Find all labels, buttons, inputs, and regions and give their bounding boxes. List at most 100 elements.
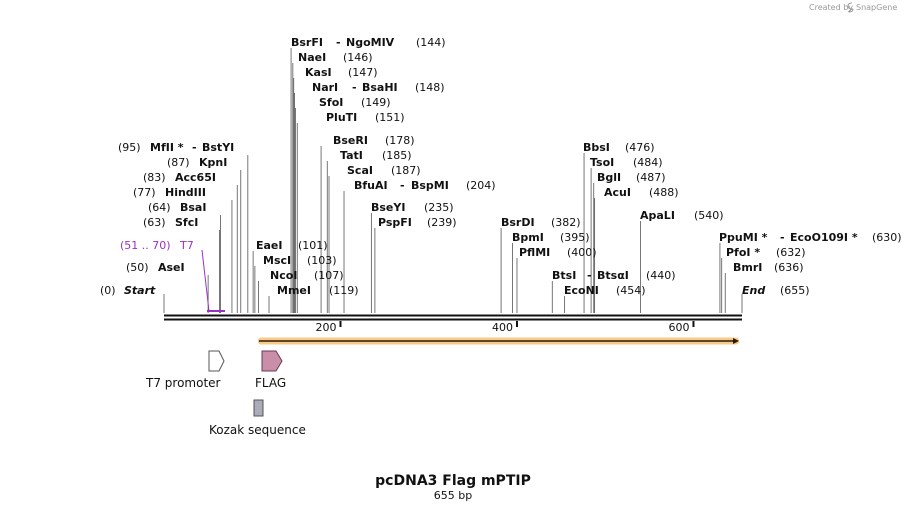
enzyme-pos-btsi: (440) xyxy=(646,269,676,282)
enzyme-name-econi: EcoNI xyxy=(564,284,599,297)
enzyme-pos-nari: (148) xyxy=(415,81,445,94)
enzyme-pos-bseyi: (235) xyxy=(424,201,454,214)
orf-bar xyxy=(258,337,739,345)
end-label: End xyxy=(742,284,765,297)
enzyme-pos-apali: (540) xyxy=(694,209,724,222)
enzyme-name-pflmi: PflMI xyxy=(519,246,550,259)
start-label: Start xyxy=(124,284,156,297)
enzyme-name-kpni: KpnI xyxy=(199,156,227,169)
primer-t7 xyxy=(201,249,225,312)
enzyme-pos-tati: (185) xyxy=(382,149,412,162)
primer-t7-name: T7 xyxy=(179,239,194,252)
site-lines xyxy=(163,48,743,313)
credit-text: Created by xyxy=(809,3,853,12)
enzyme-pos-sfci: (63) xyxy=(143,216,166,229)
end-position: (655) xyxy=(780,284,810,297)
enzyme-pos-acui: (488) xyxy=(649,186,679,199)
enzyme-pos-scai: (187) xyxy=(391,164,421,177)
enzyme-pos-bsrdi: (382) xyxy=(551,216,581,229)
enzyme-name-bseyi: BseYI xyxy=(371,201,405,214)
enzyme-name-bbsi: BbsI xyxy=(583,141,610,154)
credit-brand: SnapGene xyxy=(856,3,897,12)
enzyme-name-bfuai: BfuAI xyxy=(354,179,388,192)
enzyme-dash-btsi: - xyxy=(587,269,592,282)
enzyme-name-ncoi: NcoI xyxy=(270,269,297,282)
enzyme-pos-bpmi: (395) xyxy=(560,231,590,244)
enzyme-name-ngomiv: NgoMIV xyxy=(346,36,395,49)
feature-label-kozak: Kozak sequence xyxy=(209,423,306,437)
enzyme-name-ppumi: PpuMI * xyxy=(719,231,768,244)
enzyme-pos-bsai: (64) xyxy=(148,201,171,214)
axis-tick-label: 600 xyxy=(668,321,689,334)
enzyme-dash-bfuai: - xyxy=(400,179,405,192)
enzyme-pos-pspfi: (239) xyxy=(427,216,457,229)
enzyme-pos-tsoi: (484) xyxy=(633,156,663,169)
axis-tick-label: 400 xyxy=(492,321,513,334)
enzyme-name-sfci: SfcI xyxy=(175,216,198,229)
enzyme-name-asei: AseI xyxy=(158,261,185,274)
primer-t7-range: (51 .. 70) xyxy=(120,239,171,252)
enzyme-name-btsai: BtsαI xyxy=(597,269,629,282)
enzyme-pos-bfuai: (204) xyxy=(466,179,496,192)
axis-tick-label: 200 xyxy=(315,321,336,334)
enzyme-pos-hindiii: (77) xyxy=(133,186,156,199)
map-title: pcDNA3 Flag mPTIP xyxy=(375,473,531,489)
feature-flag xyxy=(261,350,283,372)
enzyme-pos-bgli: (487) xyxy=(636,171,666,184)
enzyme-pos-acc65i: (83) xyxy=(143,171,166,184)
enzyme-pos-ncoi: (107) xyxy=(314,269,344,282)
backbone xyxy=(164,314,742,321)
enzyme-name-pfoi: PfoI * xyxy=(726,246,760,259)
enzyme-dash-bsrfi: - xyxy=(336,36,341,49)
enzyme-pos-msci: (103) xyxy=(307,254,337,267)
enzyme-pos-pluti: (151) xyxy=(375,111,405,124)
enzyme-name-sfoi: SfoI xyxy=(319,96,343,109)
enzyme-pos-eaei: (101) xyxy=(298,239,328,252)
enzyme-pos-pflmi: (400) xyxy=(567,246,597,259)
enzyme-name-bsrfi: BsrFI xyxy=(291,36,323,49)
feature-t7-promoter xyxy=(208,350,225,372)
enzyme-name-bspmi: BspMI xyxy=(411,179,449,192)
enzyme-name-bgli: BglI xyxy=(597,171,621,184)
enzyme-pos-mmei: (119) xyxy=(329,284,359,297)
feature-kozak xyxy=(253,399,264,417)
enzyme-pos-mfii: (95) xyxy=(118,141,141,154)
start-position: (0) xyxy=(100,284,116,297)
enzyme-name-bseri: BseRI xyxy=(333,134,368,147)
enzyme-pos-bseri: (178) xyxy=(385,134,415,147)
enzyme-name-kasi: KasI xyxy=(305,66,332,79)
enzyme-name-pspfi: PspFI xyxy=(378,216,412,229)
enzyme-name-mfii: MfII * xyxy=(150,141,184,154)
snapgene-logo-icon xyxy=(847,2,854,13)
enzyme-pos-econi: (454) xyxy=(616,284,646,297)
feature-label-t7-promoter: T7 promoter xyxy=(145,376,221,390)
enzyme-pos-ppumi: (630) xyxy=(872,231,902,244)
feature-label-flag: FLAG xyxy=(255,376,286,390)
enzyme-name-hindiii: HindIII xyxy=(165,186,206,199)
enzyme-pos-naei: (146) xyxy=(343,51,373,64)
enzyme-name-bpmi: BpmI xyxy=(512,231,544,244)
map-subtitle: 655 bp xyxy=(434,489,472,502)
enzyme-name-bsai: BsaI xyxy=(180,201,206,214)
enzyme-name-tati: TatI xyxy=(340,149,363,162)
enzyme-name-eaei: EaeI xyxy=(256,239,283,252)
enzyme-name-tsoi: TsoI xyxy=(590,156,614,169)
enzyme-pos-bsrfi: (144) xyxy=(416,36,446,49)
enzyme-name-acc65i: Acc65I xyxy=(175,171,216,184)
enzyme-name-pluti: PluTI xyxy=(326,111,357,124)
enzyme-name-bstyi: BstYI xyxy=(202,141,234,154)
enzyme-pos-asei: (50) xyxy=(126,261,149,274)
enzyme-pos-pfoi: (632) xyxy=(776,246,806,259)
enzyme-name-btsi: BtsI xyxy=(552,269,576,282)
enzyme-name-msci: MscI xyxy=(263,254,291,267)
enzyme-dash-mfii: - xyxy=(192,141,197,154)
enzyme-name-ecoo109i: EcoO109I * xyxy=(790,231,858,244)
enzyme-name-mmei: MmeI xyxy=(277,284,311,297)
enzyme-name-naei: NaeI xyxy=(298,51,326,64)
enzyme-pos-sfoi: (149) xyxy=(361,96,391,109)
enzyme-name-scai: ScaI xyxy=(347,164,373,177)
enzyme-name-apali: ApaLI xyxy=(640,209,675,222)
enzyme-name-bmri: BmrI xyxy=(733,261,762,274)
enzyme-dash-ppumi: - xyxy=(780,231,785,244)
